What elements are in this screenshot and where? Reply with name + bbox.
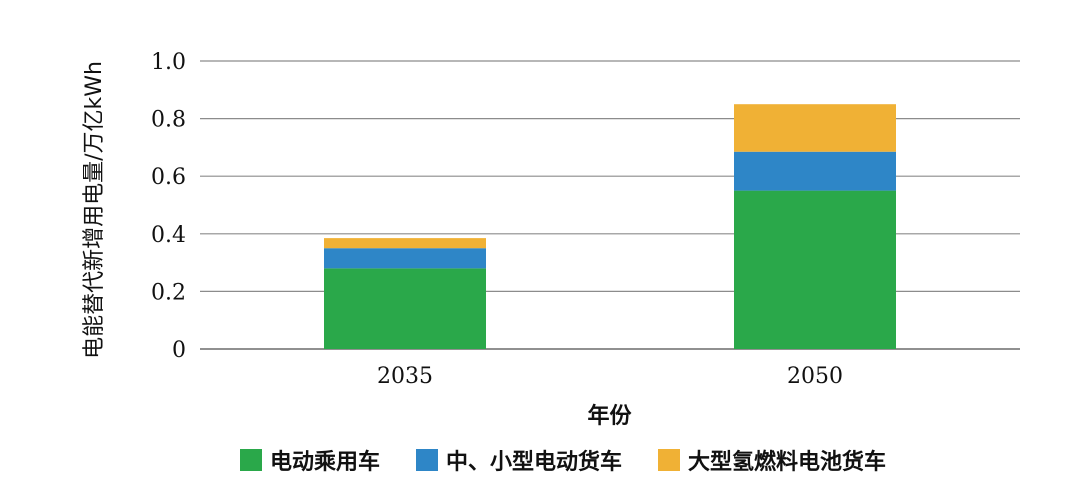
legend-label-small-medium-truck: 中、小型电动货车 [446, 450, 623, 475]
x-axis-title: 年份 [587, 404, 632, 429]
y-tick-label: 1.0 [151, 50, 186, 75]
y-axis-title-wrapper: 电能替代新增用电量/万亿kWh [62, 40, 122, 380]
x-tick-label: 2050 [787, 364, 843, 389]
legend-label-passenger-ev: 电动乘用车 [270, 450, 381, 475]
y-axis-title: 电能替代新增用电量/万亿kWh [82, 61, 107, 359]
legend-label-hydrogen-truck: 大型氢燃料电池货车 [688, 450, 887, 475]
legend-item-hydrogen-truck: 大型氢燃料电池货车 [658, 444, 886, 476]
y-tick-label: 0.2 [151, 280, 186, 305]
legend-swatch-small-medium-truck [416, 449, 439, 471]
legend-item-small-medium-truck: 中、小型电动货车 [416, 444, 622, 476]
y-tick-label: 0.6 [151, 165, 186, 190]
x-tick-label: 2035 [377, 364, 433, 389]
legend-item-passenger-ev: 电动乘用车 [240, 444, 380, 476]
bar-segment [324, 248, 486, 269]
bar-segment [324, 268, 486, 349]
bar-segment [734, 104, 896, 152]
legend-swatch-passenger-ev [240, 449, 262, 471]
bar-segment [734, 151, 896, 191]
y-tick-label: 0 [172, 338, 186, 363]
legend: 电动乘用车 中、小型电动货车 大型氢燃料电池货车 [240, 444, 886, 476]
y-tick-label: 0.8 [151, 108, 186, 133]
legend-swatch-hydrogen-truck [658, 449, 681, 471]
bar-segment [734, 190, 896, 349]
bar-segment [324, 238, 486, 249]
y-tick-label: 0.4 [151, 223, 186, 248]
